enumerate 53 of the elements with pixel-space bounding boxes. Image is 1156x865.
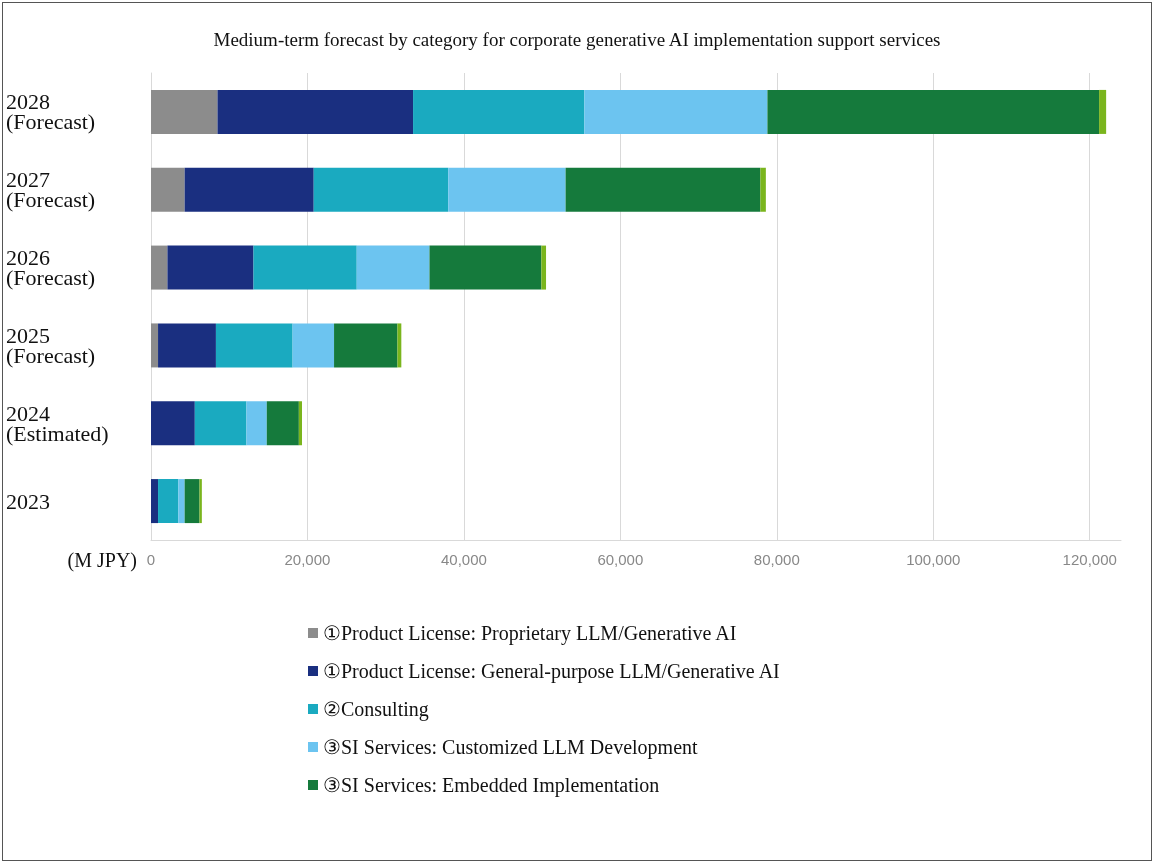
bar [246,401,267,446]
bar [397,323,402,368]
bar [151,245,168,290]
x-tick-label: 20,000 [284,551,331,568]
legend-label: ①Product License: General-purpose LLM/Generative AI [323,660,780,683]
bar [292,323,335,368]
bar [298,401,302,446]
y-tick-label: 2024 (Estimated) [6,400,109,446]
bar [584,89,768,134]
bar [217,89,414,134]
y-tick-label: 2025 (Forecast) [6,322,96,368]
bar [184,167,314,212]
bar [215,323,293,368]
bar [334,323,398,368]
legend-label: ③SI Services: Embedded Implementation [323,774,660,797]
bar [429,245,542,290]
x-tick-label: 40,000 [440,551,487,568]
x-tick-label: 80,000 [753,551,800,568]
chart-title: Medium-term forecast by category for corporate generative AI implementation support services [213,29,941,50]
bar [356,245,430,290]
bar [167,245,254,290]
bar [767,89,1100,134]
legend-label: ②Consulting [323,698,429,721]
x-tick-label: 120,000 [1062,551,1117,568]
bar [151,401,195,446]
legend-label: ①Product License: Proprietary LLM/Generative AI [323,622,737,645]
y-tick-label: 2028 (Forecast) [6,89,96,135]
bar [541,245,547,290]
bar [253,245,357,290]
bar [158,479,179,524]
bar [313,167,449,212]
bar [184,479,200,524]
y-tick-label: 2023 [6,488,50,514]
x-axis-title: (M JPY) [67,549,137,572]
y-tick-label: 2027 (Forecast) [6,167,96,213]
bar [413,89,585,134]
bar [151,323,159,368]
x-tick-label: 60,000 [597,551,644,568]
x-tick-label: 100,000 [906,551,961,568]
bar [448,167,566,212]
y-tick-label: 2026 (Forecast) [6,245,96,291]
bar [760,167,766,212]
bar [194,401,247,446]
bar [565,167,761,212]
bar [1099,89,1107,134]
bar [158,323,216,368]
legend-label: ③SI Services: Customized LLM Development [323,736,699,759]
bar [178,479,185,524]
x-tick-label: 0 [146,551,156,568]
bar [151,89,218,134]
bar [266,401,299,446]
bar [151,167,185,212]
bar [151,479,159,524]
